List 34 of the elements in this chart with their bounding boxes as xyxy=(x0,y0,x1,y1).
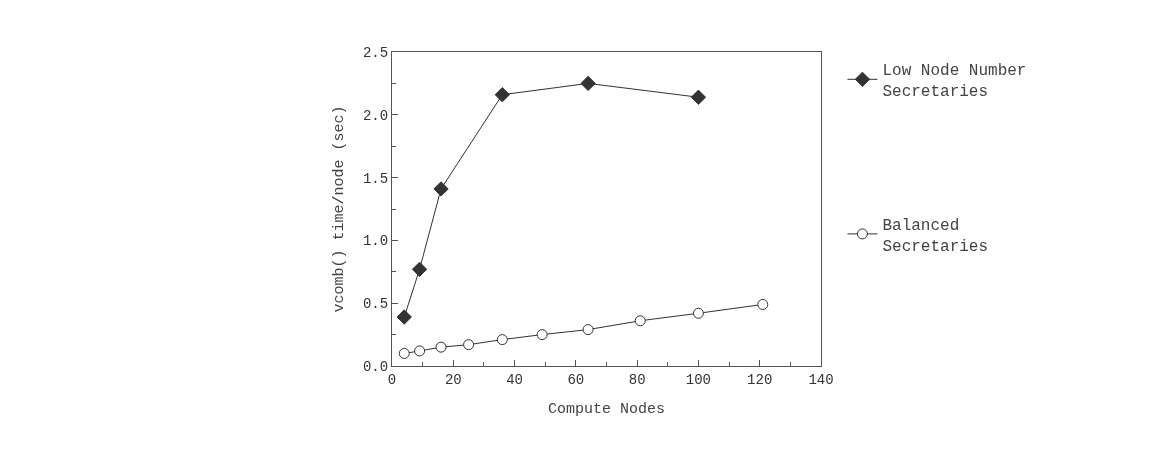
x-tick-label: 20 xyxy=(444,371,462,388)
point xyxy=(634,315,646,327)
x-tick-label: 0 xyxy=(387,371,397,388)
point xyxy=(496,334,508,346)
point xyxy=(757,298,769,310)
x-tick-label: 80 xyxy=(628,371,646,388)
x-tick-label: 40 xyxy=(506,371,523,388)
point xyxy=(414,345,426,357)
y-tick-label: 1.5 xyxy=(362,170,389,187)
legend-label: Low Node Number Secretaries xyxy=(882,62,1027,101)
point xyxy=(396,309,412,325)
y-tick-label: 1.0 xyxy=(362,233,389,250)
point xyxy=(494,87,510,103)
y-tick-label: 2.5 xyxy=(362,44,389,61)
y-tick-label: 2.0 xyxy=(362,107,389,124)
point xyxy=(435,341,447,353)
point xyxy=(690,89,707,105)
point xyxy=(411,261,428,277)
point xyxy=(463,339,475,351)
y-tick-label: 0.0 xyxy=(362,358,389,375)
point xyxy=(536,329,548,341)
x-tick-label: 100 xyxy=(685,371,712,388)
y-tick-label: 0.5 xyxy=(362,296,389,313)
x-tick-label: 120 xyxy=(747,371,773,388)
point xyxy=(692,307,704,319)
point xyxy=(398,347,410,359)
x-axis-title: Compute Nodes xyxy=(547,400,666,418)
x-tick-label: 60 xyxy=(567,371,585,388)
point xyxy=(580,75,596,92)
legend-label: Balanced Secretaries xyxy=(882,216,989,256)
y-axis-title: vcomb() time/node (sec) xyxy=(331,105,349,313)
point xyxy=(582,324,594,336)
point xyxy=(433,181,449,197)
x-tick-label: 140 xyxy=(808,371,834,388)
